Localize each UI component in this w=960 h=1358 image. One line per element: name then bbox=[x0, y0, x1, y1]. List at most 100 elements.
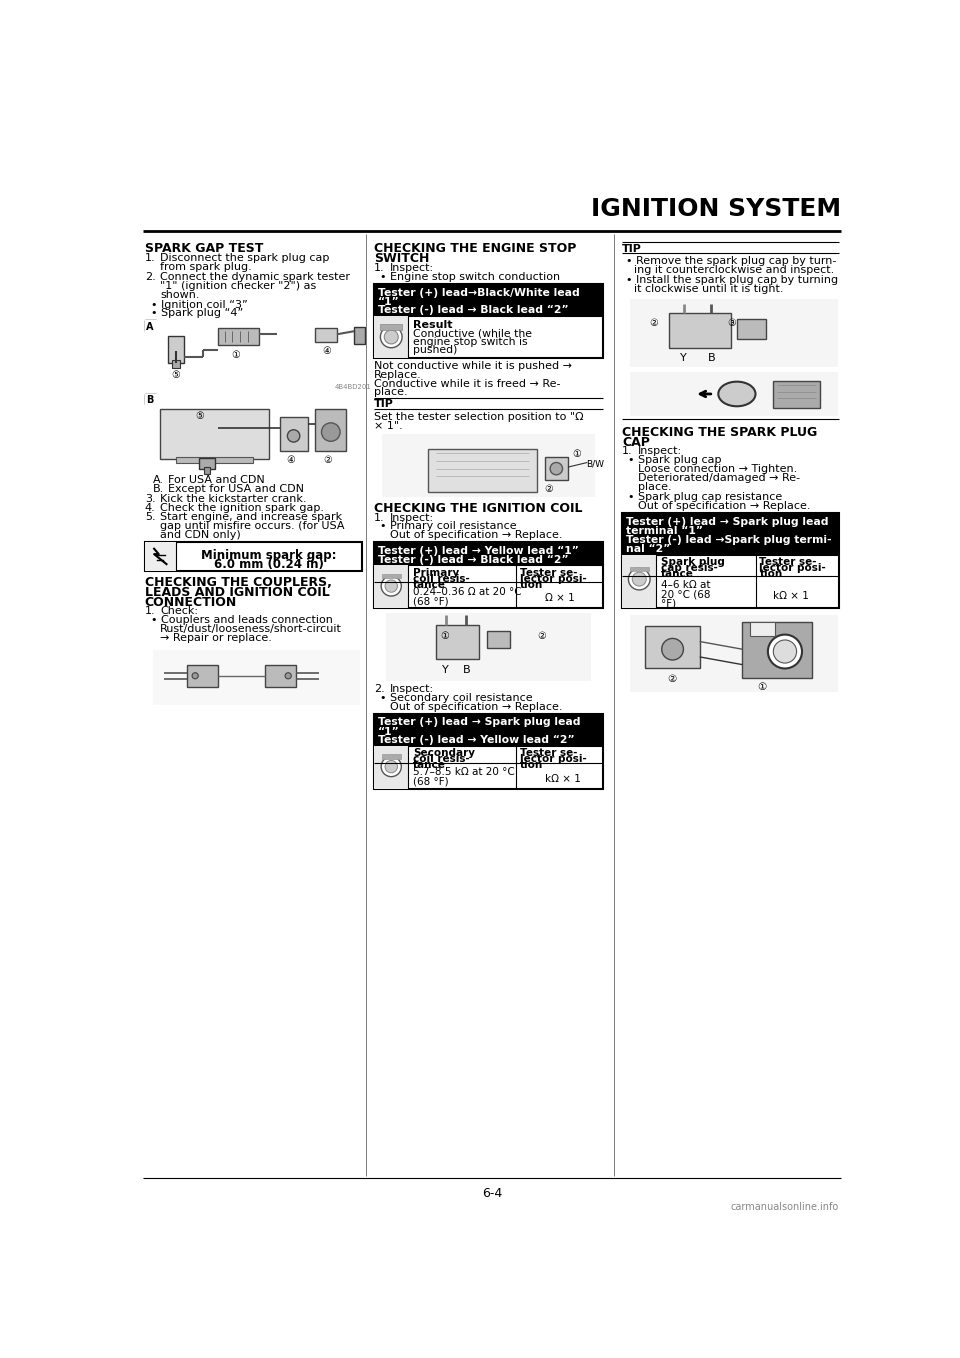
Text: from spark plug.: from spark plug. bbox=[160, 262, 252, 272]
Text: For USA and CDN: For USA and CDN bbox=[168, 475, 265, 485]
Text: ②: ② bbox=[667, 674, 677, 684]
Text: • Secondary coil resistance: • Secondary coil resistance bbox=[380, 693, 533, 702]
Text: Rust/dust/looseness/short-circuit: Rust/dust/looseness/short-circuit bbox=[160, 625, 342, 634]
Bar bbox=[374, 713, 603, 744]
Text: lector posi-: lector posi- bbox=[520, 574, 587, 584]
Text: ①: ① bbox=[231, 350, 240, 360]
Text: "1" (ignition checker "2") as: "1" (ignition checker "2") as bbox=[160, 281, 317, 291]
Text: lector posi-: lector posi- bbox=[759, 564, 827, 573]
Text: 2.: 2. bbox=[145, 273, 156, 282]
Text: tance: tance bbox=[413, 760, 445, 770]
Text: Tester (+) lead → Spark plug lead: Tester (+) lead → Spark plug lead bbox=[378, 717, 581, 728]
Text: Except for USA and CDN: Except for USA and CDN bbox=[168, 483, 304, 494]
Text: 1.: 1. bbox=[622, 447, 633, 456]
Text: B: B bbox=[708, 353, 715, 363]
Text: 1.: 1. bbox=[145, 253, 156, 263]
Text: ⑤: ⑤ bbox=[172, 371, 180, 380]
Text: ②: ② bbox=[324, 455, 332, 466]
Text: B: B bbox=[463, 664, 470, 675]
Bar bbox=[374, 565, 603, 608]
Bar bbox=[742, 622, 812, 678]
Bar bbox=[645, 626, 700, 668]
Text: and CDN only): and CDN only) bbox=[160, 530, 241, 540]
Text: “1”: “1” bbox=[378, 727, 399, 736]
Text: Tester (+) lead → Spark plug lead: Tester (+) lead → Spark plug lead bbox=[626, 517, 828, 527]
Bar bbox=[145, 320, 360, 390]
Bar bbox=[436, 625, 479, 659]
Text: 20 °C (68: 20 °C (68 bbox=[660, 589, 710, 599]
Text: Inspect:: Inspect: bbox=[390, 684, 434, 694]
Bar bbox=[265, 665, 296, 687]
Bar bbox=[622, 513, 839, 553]
Text: Loose connection → Tighten.: Loose connection → Tighten. bbox=[637, 464, 797, 474]
Text: Start engine, and increase spark: Start engine, and increase spark bbox=[160, 512, 343, 523]
Text: • Engine stop switch conduction: • Engine stop switch conduction bbox=[380, 272, 561, 282]
Text: kΩ × 1: kΩ × 1 bbox=[774, 592, 809, 602]
Circle shape bbox=[192, 672, 199, 679]
Text: shown.: shown. bbox=[160, 291, 200, 300]
Bar bbox=[160, 409, 269, 459]
Text: Out of specification → Replace.: Out of specification → Replace. bbox=[390, 702, 563, 712]
Bar bbox=[315, 329, 337, 342]
Text: • Ignition coil “3”: • Ignition coil “3” bbox=[151, 300, 248, 310]
Text: 6-4: 6-4 bbox=[482, 1187, 502, 1200]
Text: CONNECTION: CONNECTION bbox=[145, 596, 237, 608]
Circle shape bbox=[661, 638, 684, 660]
Text: Tester (-) lead → Black lead “2”: Tester (-) lead → Black lead “2” bbox=[378, 306, 568, 315]
Text: pushed): pushed) bbox=[413, 345, 457, 356]
Text: ③: ③ bbox=[727, 318, 735, 327]
Bar bbox=[436, 625, 479, 659]
Circle shape bbox=[287, 429, 300, 443]
Bar bbox=[374, 746, 603, 789]
Text: SPARK GAP TEST: SPARK GAP TEST bbox=[145, 242, 263, 255]
Bar bbox=[487, 630, 510, 648]
Text: coil resis-: coil resis- bbox=[413, 574, 469, 584]
Text: 4.: 4. bbox=[145, 504, 156, 513]
Text: tion: tion bbox=[759, 569, 782, 579]
Text: 3.: 3. bbox=[145, 494, 156, 504]
Bar bbox=[280, 417, 307, 451]
Text: ①: ① bbox=[757, 682, 766, 693]
Text: Disconnect the spark plug cap: Disconnect the spark plug cap bbox=[160, 253, 329, 263]
Text: → Repair or replace.: → Repair or replace. bbox=[160, 633, 273, 644]
Bar bbox=[145, 394, 360, 471]
Text: CHECKING THE IGNITION COIL: CHECKING THE IGNITION COIL bbox=[374, 501, 583, 515]
Bar bbox=[354, 326, 365, 344]
Text: Primary: Primary bbox=[413, 568, 459, 577]
Bar bbox=[737, 319, 766, 338]
Bar bbox=[315, 409, 347, 451]
Bar bbox=[382, 435, 595, 497]
Bar bbox=[750, 622, 775, 636]
Text: CHECKING THE ENGINE STOP: CHECKING THE ENGINE STOP bbox=[374, 242, 577, 255]
Bar bbox=[428, 449, 537, 492]
Text: • Remove the spark plug cap by turn-: • Remove the spark plug cap by turn- bbox=[626, 257, 836, 266]
Bar bbox=[374, 284, 603, 315]
Bar bbox=[380, 325, 402, 330]
Text: • Couplers and leads connection: • Couplers and leads connection bbox=[151, 615, 333, 625]
Text: Tester (-) lead → Yellow lead “2”: Tester (-) lead → Yellow lead “2” bbox=[378, 735, 575, 746]
Text: Conductive while it is freed → Re-: Conductive while it is freed → Re- bbox=[374, 379, 561, 388]
Bar bbox=[386, 612, 591, 680]
Circle shape bbox=[381, 576, 401, 596]
Text: nal “2”: nal “2” bbox=[626, 545, 670, 554]
Text: B/W: B/W bbox=[586, 459, 604, 469]
Bar bbox=[630, 566, 649, 572]
Text: Set the tester selection position to "Ω: Set the tester selection position to "Ω bbox=[374, 411, 584, 422]
Text: SWITCH: SWITCH bbox=[374, 253, 429, 265]
Bar bbox=[153, 649, 360, 705]
Text: B: B bbox=[146, 395, 154, 405]
Text: • Spark plug cap resistance: • Spark plug cap resistance bbox=[629, 492, 782, 502]
Bar bbox=[622, 554, 657, 608]
Bar bbox=[172, 360, 180, 368]
Bar bbox=[168, 335, 183, 363]
Text: Secondary: Secondary bbox=[413, 748, 475, 758]
Bar bbox=[374, 542, 603, 564]
Text: Out of specification → Replace.: Out of specification → Replace. bbox=[390, 530, 563, 540]
Text: 1.: 1. bbox=[374, 512, 385, 523]
Text: ④: ④ bbox=[322, 346, 330, 356]
Bar bbox=[645, 626, 700, 668]
Text: Tester se-: Tester se- bbox=[520, 748, 577, 758]
Text: kΩ × 1: kΩ × 1 bbox=[544, 774, 581, 784]
Text: CHECKING THE COUPLERS,: CHECKING THE COUPLERS, bbox=[145, 576, 331, 588]
Text: Spark plug: Spark plug bbox=[660, 557, 725, 566]
